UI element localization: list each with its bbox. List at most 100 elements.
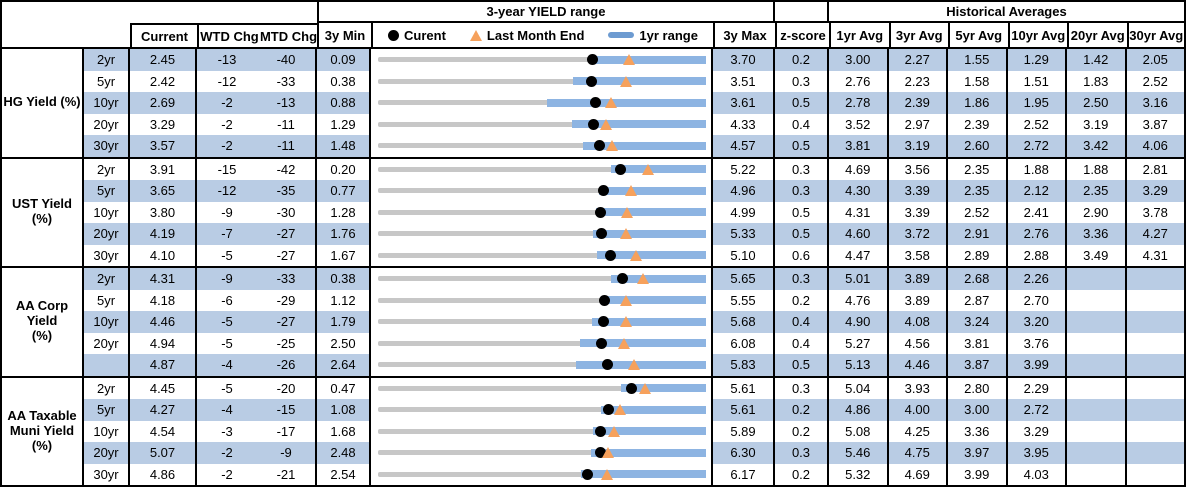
historical-avg-value: 3.00 [827,49,887,71]
one-year-range-bar [596,251,706,260]
wtd-chg-value: -12 [195,180,257,202]
historical-avg-value: 3.87 [946,354,1006,376]
wtd-chg-value: -5 [195,377,257,399]
one-year-range-bar [601,405,706,414]
historical-avg-value: 5.27 [827,332,887,354]
bullet-chart [378,421,706,443]
one-year-range-bar [611,274,706,283]
historical-avg-value: 3.93 [886,377,946,399]
historical-avg-value: 1.55 [946,49,1006,71]
current-marker [601,359,613,371]
historical-avg-value: 2.23 [886,70,946,92]
tenor-label: 2yr [84,377,128,399]
three-year-track [378,385,706,391]
historical-avg-value: 1.88 [1065,158,1125,180]
mtd-chg-value: -33 [257,70,315,92]
col-header-1yr-avg: 1yr Avg [829,23,889,47]
mtd-chg-value: -13 [257,92,315,114]
historical-avg-value: 4.69 [827,158,887,180]
tenor-label: 5yr [84,289,128,311]
three-year-track [378,252,706,258]
historical-avg-value: 3.99 [946,463,1006,485]
one-year-range-bar [600,296,706,305]
3y-min-value: 1.28 [315,201,369,223]
historical-avg-value [1065,268,1125,290]
historical-avg-value: 1.29 [1005,49,1065,71]
historical-avg-value: 2.35 [946,158,1006,180]
bullet-chart [378,354,706,376]
wtd-chg-value: -3 [195,420,257,442]
3y-max-value: 4.33 [711,113,773,135]
historical-avg-value: 2.52 [1124,70,1184,92]
3y-min-value: 2.64 [315,354,369,376]
bullet-chart [378,442,706,464]
3y-min-value: 0.47 [315,377,369,399]
3y-min-value: 1.08 [315,399,369,421]
range-chart-cell [369,377,711,400]
current-value: 4.54 [128,420,195,442]
current-marker [589,97,601,109]
table-row: 30yr 3.57 -2 -11 1.48 4.57 0.5 3.81 3.19 2.60 2.72… [84,135,1184,157]
current-value: 2.45 [128,49,195,71]
col-header-3y-max: 3y Max [713,23,775,47]
current-marker [595,425,607,437]
current-value: 4.94 [128,332,195,354]
historical-avg-value: 4.08 [886,311,946,333]
historical-avg-value: 5.08 [827,420,887,442]
historical-avg-value: 4.90 [827,311,887,333]
historical-avg-value: 2.87 [946,289,1006,311]
current-value: 3.80 [128,201,195,223]
range-chart-cell [369,92,711,114]
three-year-track [378,428,706,434]
table-row: 2yr 4.31 -9 -33 0.38 5.65 0.3 5.01 3.89 2.68 2.26 [84,268,1184,290]
tenor-label: 2yr [84,49,128,71]
historical-avg-value: 3.42 [1065,135,1125,157]
3y-min-value: 2.50 [315,332,369,354]
historical-avg-value [1124,289,1184,311]
chart-legend: Curent Last Month End 1yr range [371,23,713,47]
current-value: 3.65 [128,180,195,202]
historical-avg-value: 2.27 [886,49,946,71]
last-month-end-marker [619,316,632,328]
three-year-track [378,362,706,368]
section: HG Yield (%) 2yr 2.45 -13 -40 0.09 3.70 0.2 3.00… [2,49,1184,157]
historical-avg-value: 3.00 [946,399,1006,421]
historical-avg-value: 3.95 [1005,442,1065,464]
tenor-label: 30yr [84,463,128,485]
historical-avg-value [1124,420,1184,442]
current-value: 4.18 [128,289,195,311]
bullet-chart [378,378,706,400]
current-marker [588,118,600,130]
col-header-30yr-avg: 30yr Avg [1126,23,1184,47]
current-value: 5.07 [128,442,195,464]
historical-avg-value: 1.95 [1005,92,1065,114]
range-chart-cell [369,49,711,71]
historical-avg-value: 3.89 [886,289,946,311]
tenor-label: 2yr [84,268,128,290]
range-chart-cell [369,244,711,266]
mtd-chg-value: -17 [257,420,315,442]
historical-averages-title: Historical Averages [829,2,1184,23]
tenor-label [84,354,128,376]
historical-avg-value [1124,332,1184,354]
historical-avg-value: 1.58 [946,70,1006,92]
historical-avg-value [1124,463,1184,485]
historical-avg-value [1065,311,1125,333]
mtd-chg-value: -20 [257,377,315,399]
3y-min-value: 1.29 [315,113,369,135]
historical-avg-value: 2.80 [946,377,1006,399]
z-score-value: 0.2 [773,420,827,442]
z-score-value: 0.3 [773,70,827,92]
3y-min-value: 2.48 [315,442,369,464]
legend-1yr-range: 1yr range [608,28,698,43]
historical-avg-value: 2.88 [1005,244,1065,266]
last-month-end-marker [620,228,633,240]
3y-min-value: 0.20 [315,158,369,180]
table-row: 10yr 3.80 -9 -30 1.28 4.99 0.5 4.31 3.39 2.52 2.41… [84,201,1184,223]
three-year-track [378,209,706,215]
historical-avg-value: 3.49 [1065,244,1125,266]
historical-avg-value: 4.06 [1124,135,1184,157]
bullet-chart [378,333,706,355]
historical-avg-value: 1.42 [1065,49,1125,71]
